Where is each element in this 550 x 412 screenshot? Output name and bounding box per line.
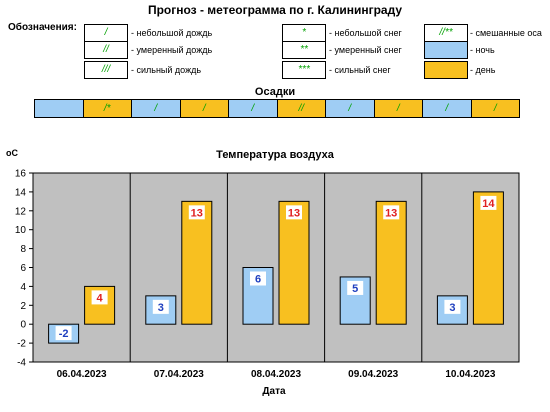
legend-light-rain-swatch: / <box>84 24 128 42</box>
day-temperature-bar <box>278 200 310 325</box>
legend-heavy-rain-swatch: /// <box>84 61 128 79</box>
precipitation-strip: /* / / / // / / / / <box>34 99 520 118</box>
day-temperature-bar <box>375 200 407 325</box>
precip-cell-5-night: / <box>423 100 472 117</box>
precip-cell-4-day: / <box>374 100 423 117</box>
day-temperature-bar <box>472 191 504 325</box>
data-label-box <box>347 280 364 295</box>
precip-cell-1-night <box>35 100 84 117</box>
legend-light-rain-label: - небольшой дождь <box>131 28 213 38</box>
y-tick-label: 16 <box>15 169 27 180</box>
temperature-chart: Температура воздуха оС -4 -2 0 2 4 6 8 10 12 14 16… <box>6 148 520 397</box>
data-label: 4 <box>97 292 104 304</box>
y-tick-label: 14 <box>15 187 27 198</box>
x-tick-label: 07.04.2023 <box>154 369 204 380</box>
data-label: 5 <box>352 283 358 295</box>
data-label: 13 <box>288 207 300 219</box>
y-tick-label: 4 <box>20 282 26 293</box>
data-label: 3 <box>158 302 164 314</box>
y-tick-label: 12 <box>15 206 27 217</box>
y-tick-label: 0 <box>20 320 26 331</box>
data-label-box <box>286 205 302 220</box>
page-title: Прогноз - метеограмма по г. Калининграду <box>147 3 403 17</box>
legend-light-snow-label: - небольшой снег <box>329 28 402 38</box>
x-tick-label: 09.04.2023 <box>348 369 398 380</box>
y-axis-ticks: -4 -2 0 2 4 6 8 10 12 14 16 <box>15 169 33 369</box>
x-tick-label: 08.04.2023 <box>251 369 301 380</box>
legend-mixed-swatch: //** <box>424 24 468 42</box>
data-label: 6 <box>255 274 261 286</box>
data-label: -2 <box>59 328 69 340</box>
y-tick-label: 8 <box>20 244 26 255</box>
y-tick-label: -4 <box>17 358 26 369</box>
y-tick-label: 2 <box>20 301 26 312</box>
plot-area <box>32 172 520 363</box>
precip-cell-5-day: / <box>471 100 519 117</box>
y-axis-unit: оС <box>6 148 18 158</box>
legend-night-swatch <box>424 41 468 59</box>
x-tick-label: 10.04.2023 <box>445 369 495 380</box>
legend-heading: Обозначения: <box>8 22 77 33</box>
legend-day-label: - день <box>470 65 496 75</box>
legend-light-snow-swatch: * <box>282 24 326 42</box>
precip-cell-3-night: / <box>229 100 278 117</box>
x-tick-label: 06.04.2023 <box>57 369 107 380</box>
day-temperature-bar <box>181 200 213 325</box>
data-label-box <box>91 290 108 305</box>
legend-moderate-snow-label: - умеренный снег <box>329 45 402 55</box>
data-label-box <box>383 205 400 220</box>
legend-mixed-label: - смешанные оса <box>470 28 542 38</box>
bars: -2 4 3 13 6 13 5 13 3 14 <box>48 191 504 344</box>
data-label: 14 <box>482 198 495 210</box>
legend-moderate-rain-swatch: // <box>84 41 128 59</box>
data-label-box <box>152 299 169 314</box>
precip-cell-2-day: / <box>180 100 229 117</box>
precip-cell-3-day: // <box>277 100 326 117</box>
y-tick-label: -2 <box>17 339 26 350</box>
legend-night-label: - ночь <box>470 45 495 55</box>
precip-cell-4-night: / <box>326 100 375 117</box>
data-label: 13 <box>191 207 203 219</box>
chart-title: Температура воздуха <box>216 149 335 161</box>
precipitation-title: Осадки <box>254 86 296 98</box>
day-separators <box>129 173 423 362</box>
x-axis-ticks: 06.04.2023 07.04.2023 08.04.2023 09.04.2023… <box>57 369 496 380</box>
data-label-box <box>55 326 72 341</box>
data-label: 3 <box>449 302 455 314</box>
y-tick-label: 10 <box>15 225 27 236</box>
night-temperature-bar <box>242 267 274 325</box>
legend-heavy-snow-label: - сильный снег <box>329 65 391 75</box>
precip-cell-2-night: / <box>132 100 181 117</box>
precip-cell-1-day: /* <box>83 100 132 117</box>
legend-moderate-snow-swatch: ** <box>282 41 326 59</box>
legend-heavy-rain-label: - сильный дождь <box>131 65 202 75</box>
data-label-box <box>188 205 205 220</box>
legend-moderate-rain-label: - умеренный дождь <box>131 45 213 55</box>
legend-heavy-snow-swatch: *** <box>282 61 326 79</box>
x-axis-title: Дата <box>262 386 286 397</box>
data-label-box <box>444 299 461 314</box>
legend-day-swatch <box>424 61 468 79</box>
data-label-box <box>480 195 497 210</box>
y-tick-label: 6 <box>20 263 26 274</box>
data-label-box <box>250 271 266 286</box>
data-label: 13 <box>385 207 397 219</box>
